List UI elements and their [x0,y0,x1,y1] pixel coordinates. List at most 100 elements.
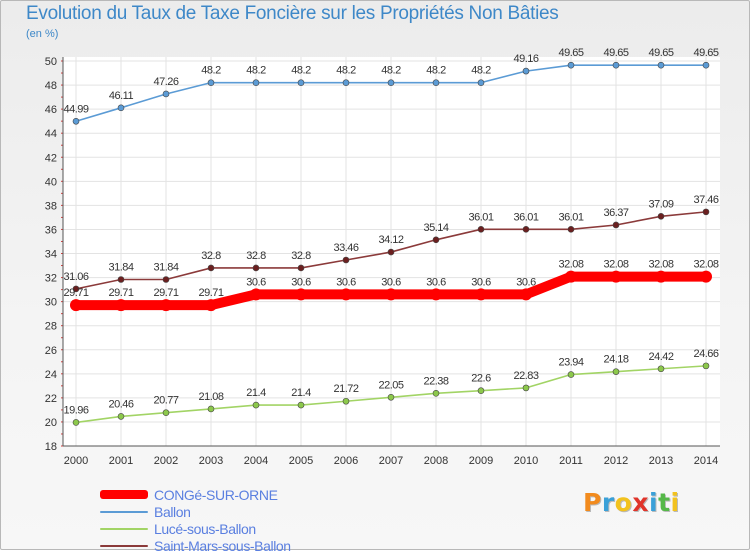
data-point-conge-sur-orne [205,299,217,312]
data-label-ballon: 49.65 [693,47,718,59]
data-label-luce-sous-ballon: 20.46 [108,398,133,410]
data-label-saint-mars-sous-ballon: 32.8 [201,250,221,262]
proxiti-logo: Proxiti [583,488,680,517]
data-point-luce-sous-ballon [72,419,80,426]
data-label-luce-sous-ballon: 24.42 [648,351,673,363]
chart-title: Evolution du Taux de Taxe Foncière sur l… [26,3,559,24]
data-point-luce-sous-ballon [252,401,260,409]
data-label-ballon: 48.2 [246,65,266,77]
x-tick-label: 2013 [649,455,673,467]
y-tick-label: 44 [45,128,57,140]
series-lines [70,61,712,426]
data-label-conge-sur-orne: 32.08 [558,259,583,271]
data-point-conge-sur-orne [655,270,667,283]
data-point-luce-sous-ballon [567,371,575,378]
y-tick-label: 42 [45,152,57,164]
data-label-conge-sur-orne: 30.6 [291,276,311,288]
data-point-luce-sous-ballon [162,409,170,416]
data-point-saint-mars-sous-ballon [117,276,125,283]
y-tick-label: 40 [45,176,57,188]
legend: CONGé-SUR-ORNE Ballon Lucé-sous-Ballon S… [100,486,291,554]
data-point-saint-mars-sous-ballon [297,264,305,272]
x-tick-label: 2001 [109,455,133,467]
data-label-ballon: 48.2 [426,65,446,77]
data-label-saint-mars-sous-ballon: 36.01 [513,211,538,223]
legend-item-saint-mars-sous-ballon: Saint-Mars-sous-Ballon [100,537,291,554]
y-tick-label: 18 [45,441,57,453]
data-label-conge-sur-orne: 29.71 [198,287,223,299]
data-label-conge-sur-orne: 30.6 [336,276,356,288]
data-label-luce-sous-ballon: 22.83 [513,370,538,382]
data-point-conge-sur-orne [340,288,352,301]
data-label-luce-sous-ballon: 23.94 [558,357,583,369]
data-label-ballon: 47.26 [153,76,178,88]
data-labels: 44.99 46.11 47.26 48.2 48.2 48.2 48.2 48.2 48.2 4… [63,47,719,416]
logo-letter: r [601,488,615,517]
data-point-conge-sur-orne [250,288,262,301]
data-point-luce-sous-ballon [297,401,305,409]
data-point-ballon [207,79,215,86]
y-tick-label: 26 [45,345,57,357]
axes: 18 20 22 24 26 28 30 32 34 36 38 40 42 44 46 48 50 2000 20… [45,56,720,467]
data-point-conge-sur-orne [475,288,487,301]
data-point-saint-mars-sous-ballon [477,226,485,233]
x-tick-label: 2004 [244,455,268,467]
data-label-conge-sur-orne: 30.6 [246,276,266,288]
data-point-luce-sous-ballon [117,413,125,420]
data-point-saint-mars-sous-ballon [207,264,215,272]
data-label-conge-sur-orne: 30.6 [471,276,491,288]
data-point-saint-mars-sous-ballon [522,226,530,233]
data-point-ballon [117,104,125,112]
legend-item-ballon: Ballon [100,503,291,520]
data-label-conge-sur-orne: 29.71 [108,287,133,299]
x-tick-label: 2003 [199,455,223,467]
data-label-luce-sous-ballon: 21.08 [198,391,223,403]
data-point-saint-mars-sous-ballon [612,221,620,229]
data-label-luce-sous-ballon: 24.18 [603,354,628,366]
data-point-ballon [612,61,620,69]
legend-swatch-saint-mars-sous-ballon [100,544,148,547]
y-tick-label: 38 [45,200,57,212]
data-point-ballon [72,117,80,125]
data-label-ballon: 48.2 [201,65,221,77]
x-tick-label: 2008 [424,455,448,467]
logo-letter: t [658,488,671,517]
data-label-ballon: 46.11 [109,90,134,102]
data-point-luce-sous-ballon [522,384,530,392]
data-label-luce-sous-ballon: 22.05 [378,379,403,391]
legend-swatch-conge-sur-orne [100,490,148,499]
data-point-ballon [567,61,575,69]
data-point-saint-mars-sous-ballon [702,208,710,216]
data-point-luce-sous-ballon [387,393,395,401]
data-point-ballon [252,79,260,86]
data-label-saint-mars-sous-ballon: 36.01 [558,211,583,223]
data-point-ballon [387,79,395,86]
data-point-saint-mars-sous-ballon [432,236,440,244]
data-label-luce-sous-ballon: 19.96 [63,404,88,416]
data-point-conge-sur-orne [700,270,712,283]
data-label-ballon: 48.2 [471,65,491,77]
data-label-ballon: 49.65 [558,47,583,59]
data-label-conge-sur-orne: 30.6 [381,276,401,288]
data-point-luce-sous-ballon [432,390,440,397]
x-tick-label: 2010 [514,455,538,467]
data-point-ballon [432,79,440,86]
data-point-ballon [342,79,350,86]
data-label-conge-sur-orne: 32.08 [648,259,673,271]
y-tick-label: 22 [45,393,57,405]
data-point-saint-mars-sous-ballon [387,248,395,256]
data-point-conge-sur-orne [70,299,82,312]
x-tick-label: 2002 [154,455,178,467]
logo-letter: i [649,488,659,517]
data-label-ballon: 49.65 [648,47,673,59]
data-label-conge-sur-orne: 32.08 [603,259,628,271]
y-tick-label: 34 [45,249,57,261]
data-point-saint-mars-sous-ballon [72,285,80,293]
data-point-saint-mars-sous-ballon [252,264,260,272]
y-axis-unit-label: (en %) [26,28,59,40]
legend-label: CONGé-SUR-ORNE [154,486,278,503]
data-point-ballon [162,90,170,98]
logo-letter: P [583,488,602,517]
data-label-luce-sous-ballon: 22.6 [471,373,491,385]
